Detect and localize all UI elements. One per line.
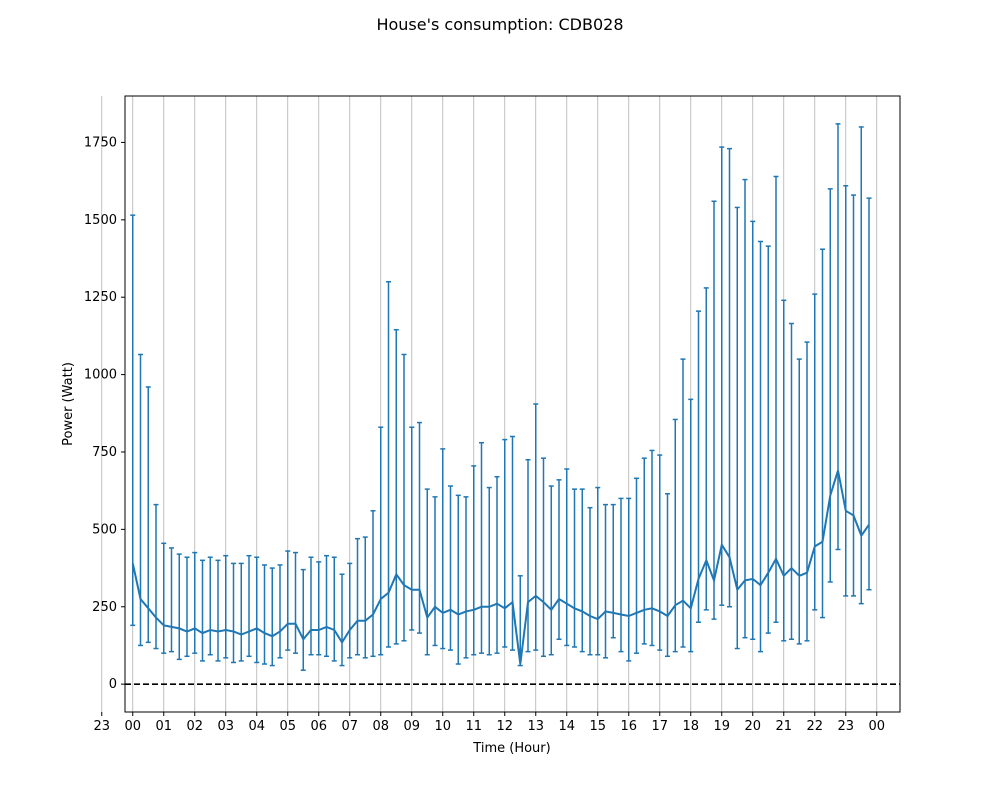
x-tick-label: 08 xyxy=(372,719,389,734)
x-tick-label: 00 xyxy=(124,719,141,734)
y-tick-label: 1500 xyxy=(84,213,117,228)
x-tick-label: 03 xyxy=(217,719,234,734)
x-tick-label: 10 xyxy=(434,719,451,734)
y-tick-label: 500 xyxy=(92,522,117,537)
x-tick-label: 23 xyxy=(93,719,110,734)
x-tick-label: 19 xyxy=(713,719,730,734)
y-axis-label: Power (Watt) xyxy=(61,362,76,446)
x-tick-label: 09 xyxy=(403,719,420,734)
x-axis-label: Time (Hour) xyxy=(472,741,550,756)
y-tick-label: 0 xyxy=(109,677,117,692)
y-tick-label: 250 xyxy=(92,600,117,615)
y-tick-label: 1750 xyxy=(84,135,117,150)
y-tick-label: 1000 xyxy=(84,368,117,383)
plot-area xyxy=(101,96,900,712)
x-tick-label: 20 xyxy=(744,719,761,734)
x-tick-label: 01 xyxy=(155,719,172,734)
x-tick-label: 18 xyxy=(682,719,699,734)
plot-frame xyxy=(124,95,901,713)
x-tick-label: 11 xyxy=(465,719,482,734)
x-tick-label: 07 xyxy=(341,719,358,734)
x-tick-label: 02 xyxy=(186,719,203,734)
x-tick-label: 04 xyxy=(248,719,265,734)
chart-title: House's consumption: CDB028 xyxy=(376,15,623,34)
x-tick-label: 21 xyxy=(775,719,792,734)
x-tick-label: 05 xyxy=(279,719,296,734)
x-tick-label: 17 xyxy=(651,719,668,734)
x-tick-label: 15 xyxy=(589,719,606,734)
x-tick-label: 00 xyxy=(868,719,885,734)
x-tick-label: 14 xyxy=(558,719,575,734)
x-tick-label: 06 xyxy=(310,719,327,734)
x-tick-label: 12 xyxy=(496,719,513,734)
x-tick-label: 13 xyxy=(527,719,544,734)
y-tick-label: 750 xyxy=(92,445,117,460)
x-tick-label: 16 xyxy=(620,719,637,734)
mean-power-line xyxy=(131,470,870,665)
x-tick-label: 23 xyxy=(837,719,854,734)
x-tick-label: 22 xyxy=(806,719,823,734)
y-tick-label: 1250 xyxy=(84,290,117,305)
